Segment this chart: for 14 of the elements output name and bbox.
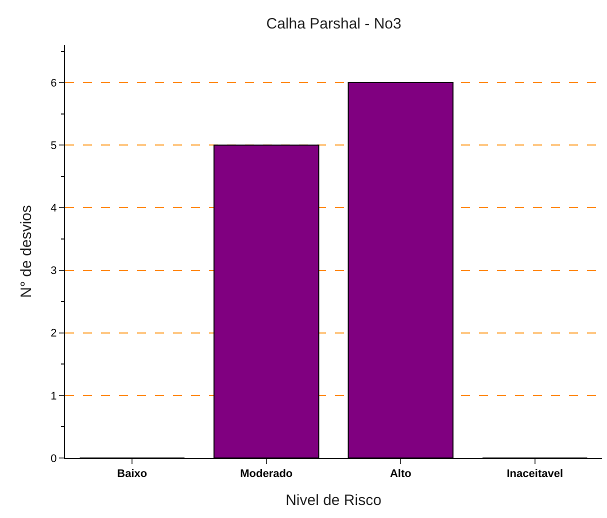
y-tick-label: 4 bbox=[50, 202, 57, 215]
y-tick-label: 3 bbox=[50, 265, 57, 278]
x-tick-label: Baixo bbox=[117, 468, 148, 480]
chart-title: Calha Parshal - No3 bbox=[266, 16, 402, 33]
y-tick-label: 6 bbox=[50, 77, 57, 90]
y-tick-label: 0 bbox=[50, 452, 57, 465]
x-axis-title: Nivel de Risco bbox=[286, 492, 382, 510]
x-tick-label: Inaceitavel bbox=[506, 468, 564, 480]
y-tick-label: 2 bbox=[50, 328, 57, 340]
y-tick-label: 1 bbox=[50, 390, 57, 402]
y-tick-label: 5 bbox=[50, 140, 57, 152]
x-tick-label: Alto bbox=[390, 468, 412, 480]
y-axis-title: N° de desvios bbox=[18, 205, 35, 298]
x-tick-label: Moderado bbox=[240, 468, 293, 480]
